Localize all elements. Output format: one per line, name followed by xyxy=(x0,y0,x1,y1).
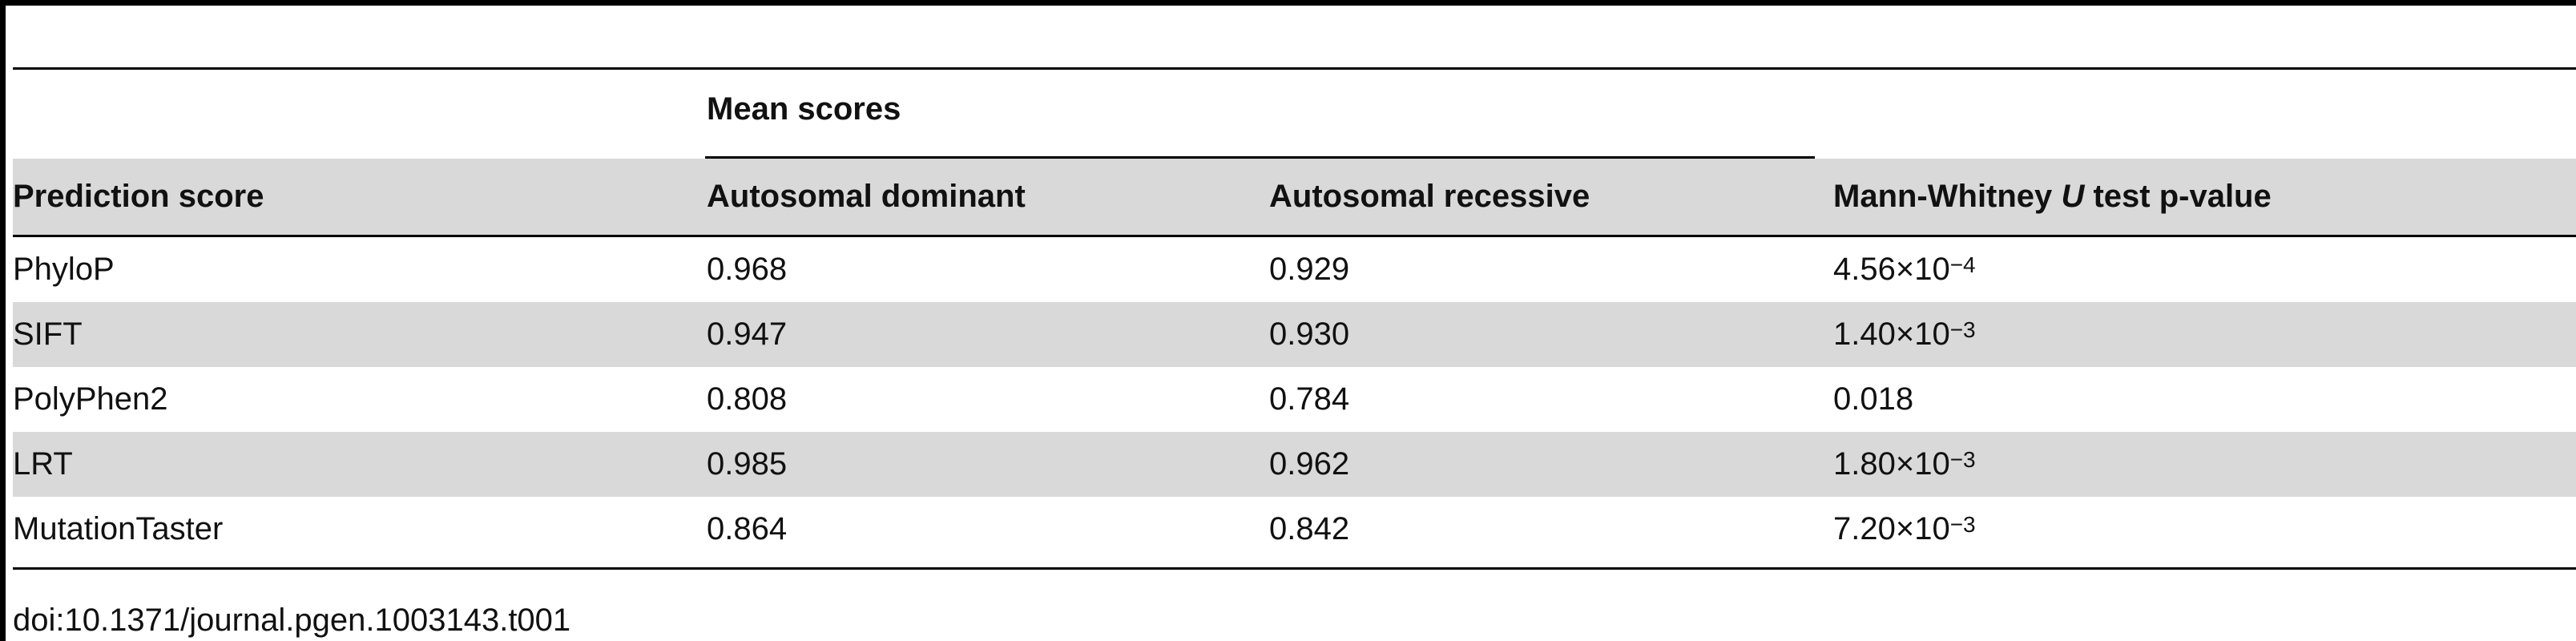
header-p-italic: U xyxy=(2061,179,2085,214)
cell-ar: 0.929 xyxy=(1269,252,1350,287)
cell-p: 1.80×10 −3 xyxy=(1833,432,1976,497)
doi-caption: doi:10.1371/journal.pgen.1003143.t001 xyxy=(13,603,571,638)
cell-p-exponent: −4 xyxy=(1949,252,1976,277)
header-bottom-rule xyxy=(13,235,2576,237)
header-autosomal-recessive: Autosomal recessive xyxy=(1269,179,1590,214)
header-group-mean-scores: Mean scores xyxy=(707,91,901,127)
header-prediction-score: Prediction score xyxy=(13,179,264,214)
cell-ad: 0.864 xyxy=(707,511,788,546)
table-row: PolyPhen2 0.808 0.784 0.018 xyxy=(13,367,2576,432)
cell-p-exponent: −3 xyxy=(1949,446,1976,472)
cell-ad: 0.985 xyxy=(707,446,788,482)
cell-p: 4.56×10 −4 xyxy=(1833,237,1976,302)
cell-p-mantissa: 7.20×10 xyxy=(1833,511,1950,546)
top-rule xyxy=(0,0,2576,6)
header-autosomal-dominant: Autosomal dominant xyxy=(707,179,1026,214)
cell-p-mantissa: 1.40×10 xyxy=(1833,316,1950,352)
cell-ar: 0.842 xyxy=(1269,511,1350,546)
cell-p-exponent: −3 xyxy=(1949,316,1976,342)
header-p-suffix: test p-value xyxy=(2093,179,2272,214)
header-group-rule xyxy=(705,156,1815,159)
left-rule xyxy=(0,0,6,641)
header-p-value: Mann-Whitney U test p-value xyxy=(1833,159,2272,235)
cell-ad: 0.968 xyxy=(707,252,788,287)
cell-p-mantissa: 4.56×10 xyxy=(1833,252,1950,287)
header-p-prefix: Mann-Whitney xyxy=(1833,179,2053,214)
table-top-rule xyxy=(13,67,2576,70)
cell-name: PolyPhen2 xyxy=(13,381,168,417)
cell-p: 7.20×10 −3 xyxy=(1833,497,1976,562)
cell-ad: 0.947 xyxy=(707,316,788,352)
table-row: MutationTaster 0.864 0.842 7.20×10 −3 xyxy=(13,497,2576,562)
cell-p-mantissa: 1.80×10 xyxy=(1833,446,1950,482)
table-row: PhyloP 0.968 0.929 4.56×10 −4 xyxy=(13,237,2576,302)
cell-ad: 0.808 xyxy=(707,381,788,417)
table-bottom-rule xyxy=(13,567,2576,570)
cell-p: 1.40×10 −3 xyxy=(1833,302,1976,367)
cell-name: MutationTaster xyxy=(13,511,224,546)
cell-name: SIFT xyxy=(13,316,83,352)
table-row: SIFT 0.947 0.930 1.40×10 −3 xyxy=(13,302,2576,367)
cell-name: LRT xyxy=(13,446,73,482)
cell-ar: 0.930 xyxy=(1269,316,1350,352)
cell-p: 0.018 xyxy=(1833,367,1913,432)
cell-ar: 0.962 xyxy=(1269,446,1350,482)
cell-name: PhyloP xyxy=(13,252,115,287)
cell-p-mantissa: 0.018 xyxy=(1833,381,1914,417)
header-row: Prediction score Autosomal dominant Auto… xyxy=(13,159,2576,235)
cell-p-exponent: −3 xyxy=(1949,511,1976,537)
table-row: LRT 0.985 0.962 1.80×10 −3 xyxy=(13,432,2576,497)
cell-ar: 0.784 xyxy=(1269,381,1350,417)
